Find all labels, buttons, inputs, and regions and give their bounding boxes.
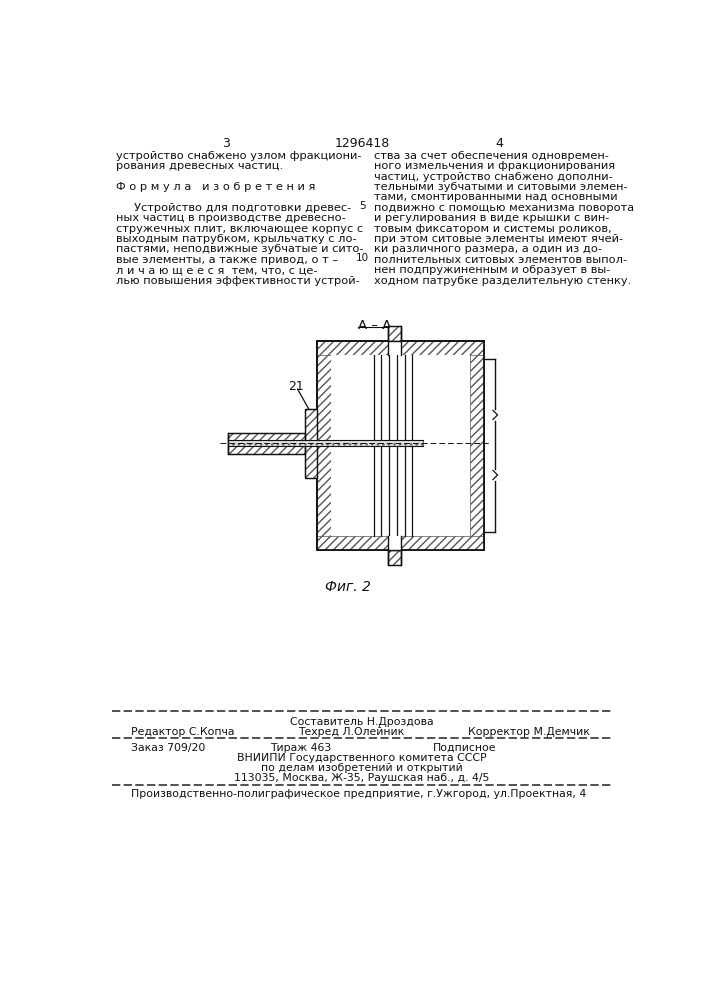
Text: Редактор С.Копча: Редактор С.Копча bbox=[131, 727, 235, 737]
Text: ного измельчения и фракционирования: ного измельчения и фракционирования bbox=[373, 161, 614, 171]
Text: частиц, устройство снабжено дополни-: частиц, устройство снабжено дополни- bbox=[373, 172, 612, 182]
Bar bbox=[317, 341, 484, 550]
Text: 10: 10 bbox=[356, 253, 369, 263]
Text: выходным патрубком, крыльчатку с ло-: выходным патрубком, крыльчатку с ло- bbox=[115, 234, 356, 244]
Text: ки различного размера, а один из до-: ки различного размера, а один из до- bbox=[373, 244, 602, 254]
Text: пастями, неподвижные зубчатые и сито-: пастями, неподвижные зубчатые и сито- bbox=[115, 244, 363, 254]
Text: рования древесных частиц.: рования древесных частиц. bbox=[115, 161, 283, 171]
Bar bbox=[317, 536, 484, 550]
Bar bbox=[388, 326, 401, 341]
Bar bbox=[388, 550, 401, 565]
Text: вые элементы, а также привод, о т –: вые элементы, а также привод, о т – bbox=[115, 255, 338, 265]
Text: Техред Л.Олейник: Техред Л.Олейник bbox=[298, 727, 404, 737]
Bar bbox=[469, 341, 484, 550]
Text: Тираж 463: Тираж 463 bbox=[271, 743, 332, 753]
Text: 21: 21 bbox=[288, 380, 304, 393]
Text: по делам изобретений и открытий: по делам изобретений и открытий bbox=[261, 763, 463, 773]
Text: Устройство для подготовки древес-: Устройство для подготовки древес- bbox=[115, 203, 351, 213]
Text: 4: 4 bbox=[495, 137, 503, 150]
Text: Фиг. 2: Фиг. 2 bbox=[325, 580, 370, 594]
Bar bbox=[317, 341, 484, 550]
Text: 3: 3 bbox=[221, 137, 230, 150]
Text: и регулирования в виде крышки с вин-: и регулирования в виде крышки с вин- bbox=[373, 213, 609, 223]
Bar bbox=[317, 341, 331, 550]
Text: устройство снабжено узлом фракциони-: устройство снабжено узлом фракциони- bbox=[115, 151, 361, 161]
Text: ства за счет обеспечения одновремен-: ства за счет обеспечения одновремен- bbox=[373, 151, 609, 161]
Bar bbox=[388, 550, 401, 565]
Bar bbox=[317, 341, 484, 355]
Text: подвижно с помощью механизма поворота: подвижно с помощью механизма поворота bbox=[373, 203, 633, 213]
Text: стружечных плит, включающее корпус с: стружечных плит, включающее корпус с bbox=[115, 224, 363, 234]
Text: А – А: А – А bbox=[358, 319, 392, 332]
Bar bbox=[305, 409, 317, 478]
Bar bbox=[228, 433, 305, 454]
Text: тами, смонтированными над основными: тами, смонтированными над основными bbox=[373, 192, 617, 202]
Bar bbox=[228, 433, 305, 454]
Text: Ф о р м у л а   и з о б р е т е н и я: Ф о р м у л а и з о б р е т е н и я bbox=[115, 182, 315, 192]
Text: ВНИИПИ Государственного комитета СССР: ВНИИПИ Государственного комитета СССР bbox=[237, 753, 486, 763]
Bar bbox=[388, 536, 401, 550]
Text: полнительных ситовых элементов выпол-: полнительных ситовых элементов выпол- bbox=[373, 255, 626, 265]
Bar bbox=[228, 440, 423, 446]
Text: 1296418: 1296418 bbox=[334, 137, 390, 150]
Text: Заказ 709/20: Заказ 709/20 bbox=[131, 743, 205, 753]
Text: ходном патрубке разделительную стенку.: ходном патрубке разделительную стенку. bbox=[373, 276, 631, 286]
Bar bbox=[388, 341, 401, 355]
Text: нен подпружиненным и образует в вы-: нен подпружиненным и образует в вы- bbox=[373, 265, 610, 275]
Text: тельными зубчатыми и ситовыми элемен-: тельными зубчатыми и ситовыми элемен- bbox=[373, 182, 627, 192]
Text: л и ч а ю щ е е с я  тем, что, с це-: л и ч а ю щ е е с я тем, что, с це- bbox=[115, 265, 317, 275]
Text: при этом ситовые элементы имеют ячей-: при этом ситовые элементы имеют ячей- bbox=[373, 234, 623, 244]
Text: Подписное: Подписное bbox=[433, 743, 497, 753]
Text: ных частиц в производстве древесно-: ных частиц в производстве древесно- bbox=[115, 213, 345, 223]
Bar bbox=[388, 326, 401, 341]
Text: 113035, Москва, Ж-35, Раушская наб., д. 4/5: 113035, Москва, Ж-35, Раушская наб., д. … bbox=[234, 773, 490, 783]
Text: лью повышения эффективности устрой-: лью повышения эффективности устрой- bbox=[115, 276, 359, 286]
Text: товым фиксатором и системы роликов,: товым фиксатором и системы роликов, bbox=[373, 224, 611, 234]
Text: Составитель Н.Дроздова: Составитель Н.Дроздова bbox=[290, 717, 434, 727]
Text: 5: 5 bbox=[359, 201, 366, 211]
Bar bbox=[331, 355, 469, 536]
Bar bbox=[305, 409, 317, 478]
Text: Корректор М.Демчик: Корректор М.Демчик bbox=[468, 727, 590, 737]
Text: Производственно-полиграфическое предприятие, г.Ужгород, ул.Проектная, 4: Производственно-полиграфическое предприя… bbox=[131, 789, 586, 799]
